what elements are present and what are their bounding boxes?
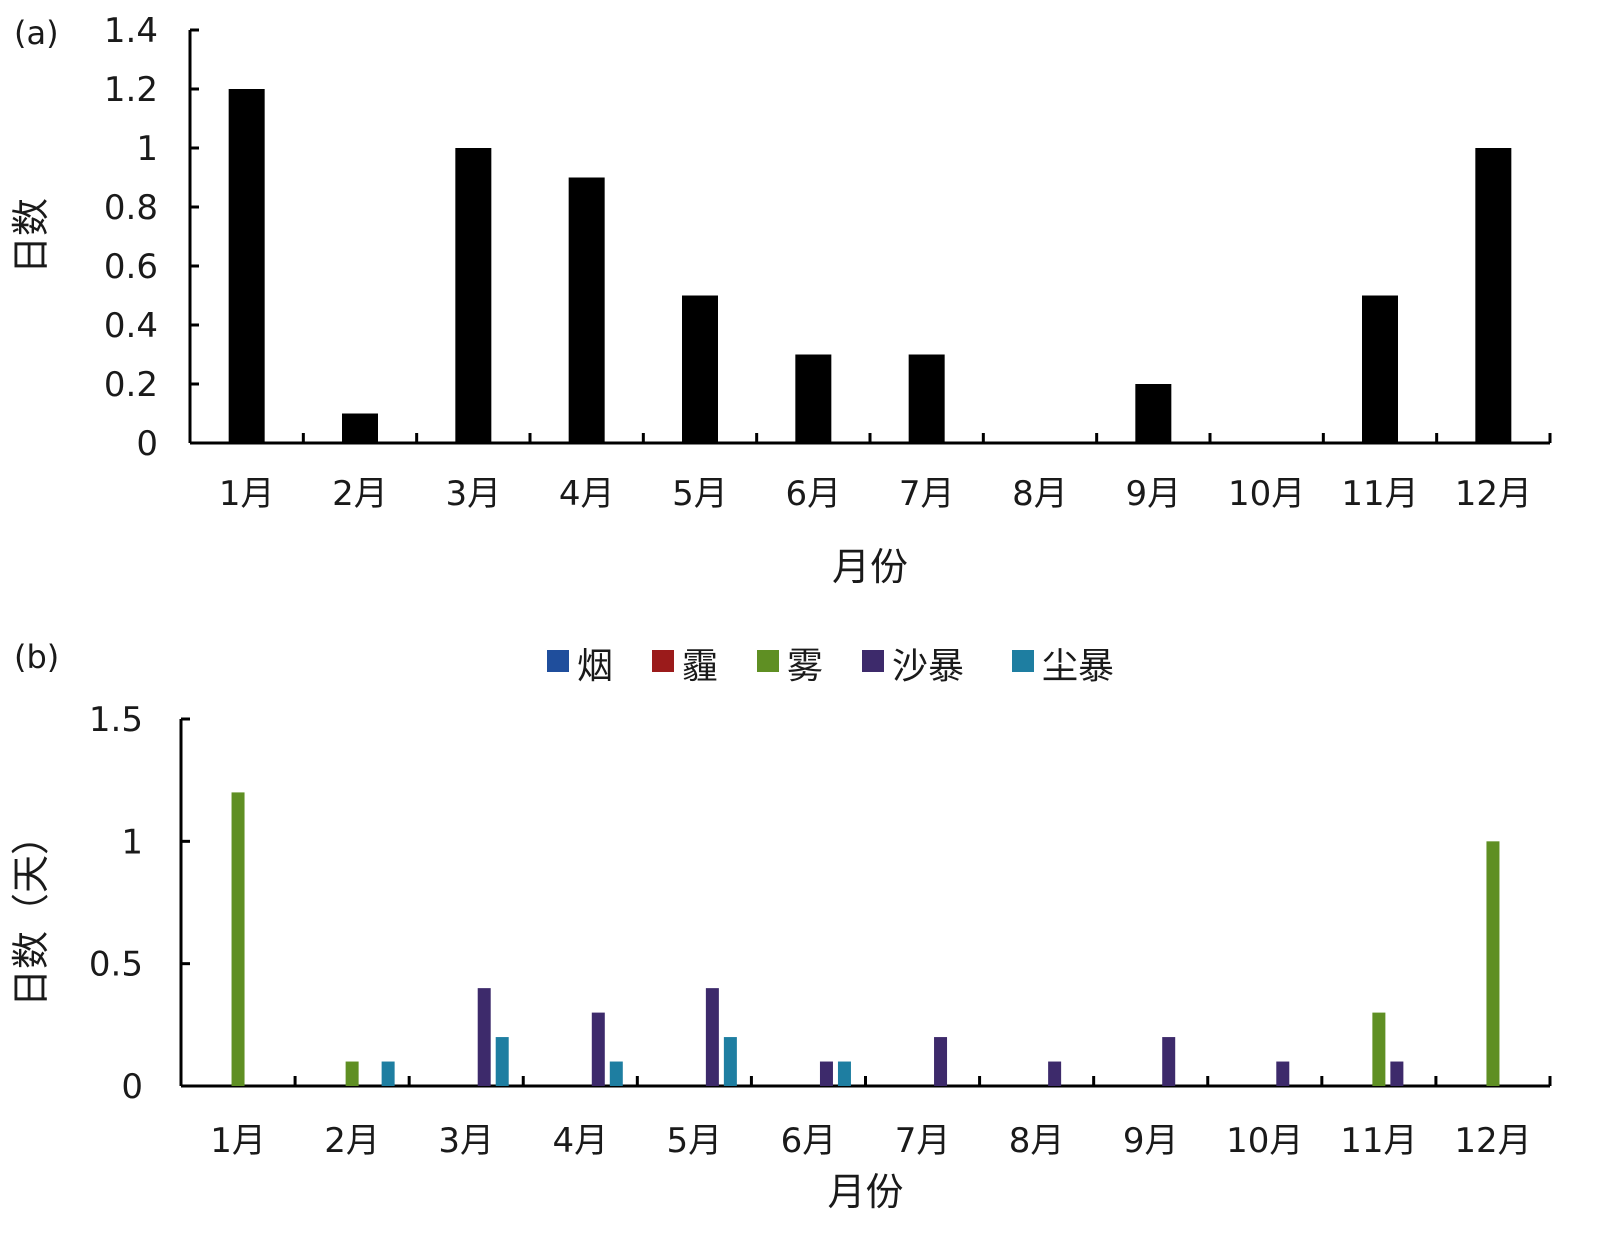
y-tick-label: 0.4 <box>104 306 158 346</box>
x-tick-label: 3月 <box>438 1121 494 1161</box>
y-tick-label: 1.4 <box>104 11 158 51</box>
x-tick-label: 4月 <box>552 1121 608 1161</box>
x-tick-label: 9月 <box>1126 474 1182 514</box>
legend-label: 尘暴 <box>1042 646 1114 687</box>
bar-雾-12月 <box>1486 841 1500 1086</box>
bar-2月 <box>342 413 378 443</box>
legend-label: 沙暴 <box>892 646 964 687</box>
bar-5月 <box>682 295 718 443</box>
legend-swatch-雾 <box>757 650 779 672</box>
x-axis-title: 月份 <box>832 545 908 589</box>
legend-label: 雾 <box>787 646 823 687</box>
x-tick-label: 11月 <box>1340 1121 1417 1161</box>
x-tick-label: 12月 <box>1454 1121 1531 1161</box>
x-tick-label: 2月 <box>332 474 388 514</box>
y-tick-label: 0 <box>136 424 158 464</box>
x-tick-label: 12月 <box>1455 474 1532 514</box>
bar-6月 <box>795 354 832 443</box>
x-tick-label: 5月 <box>672 474 728 514</box>
x-tick-label: 6月 <box>786 474 842 514</box>
y-tick-label: 1.5 <box>89 700 143 740</box>
legend-label: 霾 <box>682 646 718 687</box>
x-tick-label: 1月 <box>210 1121 266 1161</box>
y-axis-title: 日数 <box>9 198 53 274</box>
y-tick-label: 0.6 <box>104 247 158 287</box>
bar-尘暴-3月 <box>495 1037 509 1086</box>
bar-9月 <box>1135 384 1172 443</box>
y-tick-label: 0.8 <box>104 188 158 228</box>
bar-沙暴-5月 <box>705 988 719 1086</box>
y-tick-label: 1 <box>136 129 158 169</box>
y-tick-label: 1 <box>121 822 143 862</box>
x-tick-label: 3月 <box>446 474 502 514</box>
bar-沙暴-3月 <box>477 988 491 1086</box>
x-tick-label: 4月 <box>559 474 615 514</box>
y-tick-label: 0.2 <box>104 365 158 405</box>
x-tick-label: 1月 <box>219 474 275 514</box>
x-axis-title: 月份 <box>827 1170 903 1214</box>
bar-7月 <box>908 354 945 443</box>
x-tick-label: 6月 <box>781 1121 837 1161</box>
x-tick-label: 11月 <box>1341 474 1418 514</box>
x-tick-label: 10月 <box>1226 1121 1303 1161</box>
bar-雾-2月 <box>345 1061 359 1086</box>
y-tick-label: 0 <box>121 1067 143 1107</box>
y-axis-title: 日数（天） <box>9 817 53 1007</box>
x-tick-label: 2月 <box>324 1121 380 1161</box>
panel-label: (b) <box>14 638 59 676</box>
bar-雾-11月 <box>1372 1012 1386 1086</box>
x-tick-label: 10月 <box>1228 474 1305 514</box>
bar-尘暴-6月 <box>837 1061 851 1086</box>
x-tick-label: 7月 <box>895 1121 951 1161</box>
legend-swatch-霾 <box>652 650 674 672</box>
legend-label: 烟 <box>577 646 613 687</box>
x-tick-label: 5月 <box>667 1121 723 1161</box>
bar-沙暴-8月 <box>1048 1061 1062 1086</box>
x-tick-label: 8月 <box>1009 1121 1065 1161</box>
panel-label: (a) <box>14 14 59 52</box>
bar-沙暴-7月 <box>934 1037 948 1086</box>
y-tick-label: 1.2 <box>104 70 158 110</box>
bar-尘暴-4月 <box>609 1061 623 1086</box>
bar-尘暴-5月 <box>723 1037 737 1086</box>
legend-swatch-烟 <box>547 650 569 672</box>
bar-沙暴-6月 <box>819 1061 833 1086</box>
bar-12月 <box>1475 148 1512 443</box>
bar-4月 <box>568 177 605 443</box>
bar-雾-1月 <box>231 792 245 1086</box>
bar-沙暴-11月 <box>1390 1061 1404 1086</box>
y-tick-label: 0.5 <box>89 945 143 985</box>
bar-11月 <box>1362 295 1398 443</box>
legend-swatch-沙暴 <box>862 650 884 672</box>
legend-swatch-尘暴 <box>1012 650 1034 672</box>
x-tick-label: 8月 <box>1012 474 1068 514</box>
bar-1月 <box>228 89 265 443</box>
x-tick-label: 9月 <box>1123 1121 1179 1161</box>
x-tick-label: 7月 <box>899 474 955 514</box>
bar-沙暴-10月 <box>1276 1061 1290 1086</box>
bar-沙暴-9月 <box>1162 1037 1176 1086</box>
bar-沙暴-4月 <box>591 1012 605 1086</box>
bar-尘暴-2月 <box>381 1061 395 1086</box>
bar-3月 <box>455 148 492 443</box>
